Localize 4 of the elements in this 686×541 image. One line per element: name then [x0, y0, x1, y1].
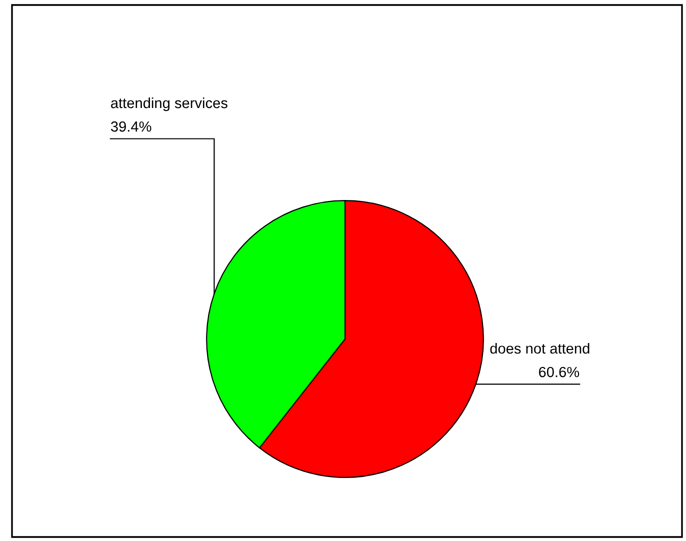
data-label: 39.4% [110, 121, 152, 132]
data-label: 60.6% [538, 366, 580, 378]
slice-label: does not attend [490, 342, 590, 354]
slice-label: attending services [111, 97, 228, 112]
